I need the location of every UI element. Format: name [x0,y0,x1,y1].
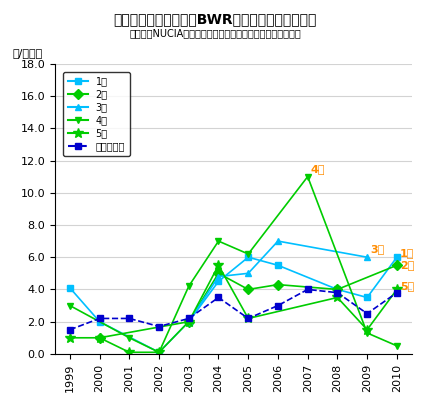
4号 [246,252,251,256]
3号 [186,319,191,324]
Text: 5号: 5号 [400,282,414,291]
5号 [127,350,132,355]
3号 [216,274,221,279]
1号 [335,287,340,292]
（総平均） [97,316,102,321]
2号 [97,335,102,340]
Line: （総平均）: （総平均） [66,286,400,333]
2号 [186,319,191,324]
Line: 3号: 3号 [185,238,371,325]
Line: 2号: 2号 [96,262,400,341]
Text: 4号: 4号 [310,164,325,174]
4号 [305,174,310,179]
（総平均） [394,290,399,295]
3号 [275,239,280,243]
（総平均） [275,303,280,308]
5号 [365,327,370,332]
Text: 回/年・基: 回/年・基 [12,48,43,58]
（総平均） [186,316,191,321]
Text: 3号: 3号 [370,244,384,254]
1号 [186,319,191,324]
（総平均） [157,324,162,329]
（総平均） [127,316,132,321]
（総平均） [335,290,340,295]
1号 [216,279,221,284]
4号 [365,330,370,335]
（総平均） [67,327,72,332]
（総平均） [365,311,370,316]
Legend: 1号, 2号, 3号, 4号, 5号, （総平均）: 1号, 2号, 3号, 4号, 5号, （総平均） [63,72,130,156]
5号 [186,319,191,324]
4号 [127,335,132,340]
2号 [216,271,221,276]
5号 [97,335,102,340]
5号 [67,335,72,340]
2号 [394,263,399,268]
（総平均） [216,295,221,300]
Text: 東京電力福島第一旧型BWRトラブル等発生率推移: 東京電力福島第一旧型BWRトラブル等発生率推移 [114,12,316,26]
1号 [157,350,162,355]
Text: 2号: 2号 [400,260,414,271]
（総平均） [305,287,310,292]
5号 [335,295,340,300]
Line: 4号: 4号 [66,173,400,356]
4号 [394,344,399,348]
（総平均） [246,316,251,321]
4号 [186,284,191,289]
1号 [67,285,72,290]
1号 [97,319,102,324]
5号 [216,263,221,268]
Text: 1号: 1号 [400,247,414,258]
4号 [67,303,72,308]
1号 [394,255,399,260]
4号 [216,239,221,243]
1号 [275,263,280,268]
3号 [365,255,370,260]
Text: （出典：NUCIAデータベース，トラブル・保全品質情報計）: （出典：NUCIAデータベース，トラブル・保全品質情報計） [129,28,301,39]
3号 [246,271,251,276]
1号 [365,295,370,300]
5号 [157,350,162,355]
5号 [246,316,251,321]
2号 [246,287,251,292]
4号 [157,350,162,355]
2号 [275,282,280,287]
1号 [246,255,251,260]
Line: 1号: 1号 [66,254,400,356]
5号 [394,287,399,292]
Line: 5号: 5号 [65,260,402,357]
2号 [335,287,340,292]
